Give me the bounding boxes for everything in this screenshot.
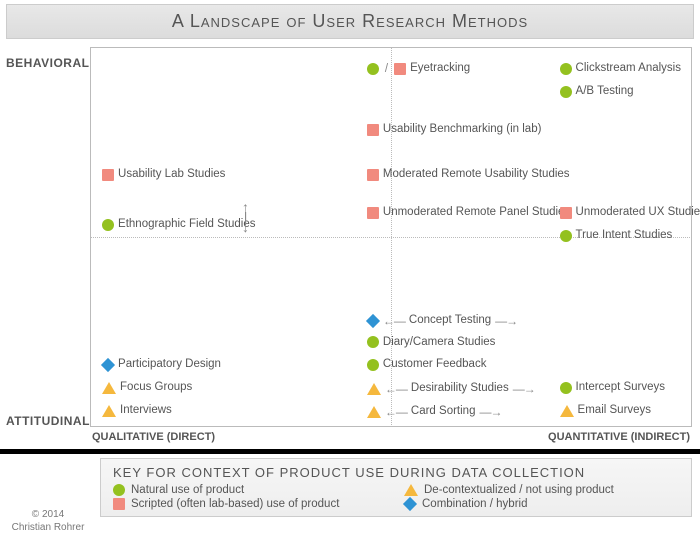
method-label: Customer Feedback [383, 359, 487, 371]
method-point: ←— Card Sorting—→ [367, 405, 502, 419]
legend-grid: Natural use of product De-contextualized … [113, 484, 679, 510]
circle-icon [560, 382, 572, 394]
triangle-icon [404, 484, 418, 496]
method-label: Usability Benchmarking (in lab) [383, 124, 542, 136]
method-point: Ethnographic Field Studies [102, 219, 255, 231]
arrow-left-icon: ←— [383, 314, 405, 328]
triangle-icon [367, 406, 381, 418]
method-point: Customer Feedback [367, 359, 487, 371]
method-point: Unmoderated UX Studies [560, 207, 700, 219]
x-axis-labels: QUALITATIVE (DIRECT) QUANTITATIVE (INDIR… [90, 427, 692, 445]
method-label: Diary/Camera Studies [383, 337, 495, 349]
method-label: Eyetracking [410, 63, 470, 75]
legend-item-label: Combination / hybrid [422, 498, 527, 510]
arrow-right-icon: —→ [479, 405, 501, 419]
method-point: Diary/Camera Studies [367, 336, 495, 348]
method-label: Concept Testing [409, 315, 491, 327]
method-point: Moderated Remote Usability Studies [367, 169, 570, 181]
legend-item: Combination / hybrid [404, 498, 679, 510]
method-label: Participatory Design [118, 359, 221, 371]
square-icon [560, 207, 572, 219]
arrow-left-icon: ←— [385, 405, 407, 419]
method-label: Clickstream Analysis [576, 63, 681, 75]
x-axis-left-label: QUALITATIVE (DIRECT) [92, 431, 215, 443]
divider-rule [0, 449, 700, 454]
legend-item-label: Scripted (often lab-based) use of produc… [131, 498, 339, 510]
diamond-icon [403, 497, 417, 511]
arrow-right-icon: —→ [513, 382, 535, 396]
copyright-year: © 2014 [32, 509, 64, 520]
method-label: A/B Testing [576, 86, 634, 98]
square-icon [102, 169, 114, 181]
legend-item: Natural use of product [113, 484, 388, 496]
circle-icon [560, 63, 572, 75]
method-label: True Intent Studies [576, 230, 673, 242]
legend-item: Scripted (often lab-based) use of produc… [113, 498, 388, 510]
diamond-icon [366, 314, 380, 328]
method-point: / Eyetracking [367, 63, 470, 75]
legend-item-label: Natural use of product [131, 484, 244, 496]
method-point: True Intent Studies [560, 230, 673, 242]
method-point: Usability Lab Studies [102, 169, 225, 181]
arrow-left-icon: ←— [385, 382, 407, 396]
y-axis-bottom-label: ATTITUDINAL [6, 414, 90, 428]
method-label: Card Sorting [411, 406, 476, 418]
copyright: © 2014 Christian Rohrer [6, 508, 90, 534]
circle-icon [367, 336, 379, 348]
method-label: Intercept Surveys [576, 382, 665, 394]
method-point: Interviews [102, 405, 172, 417]
legend-item-label: De-contextualized / not using product [424, 484, 614, 496]
method-point: Unmoderated Remote Panel Studies [367, 207, 570, 219]
square-icon [394, 63, 406, 75]
method-label: Focus Groups [120, 382, 192, 394]
method-point: Participatory Design [102, 359, 221, 371]
method-label: Unmoderated Remote Panel Studies [383, 207, 570, 219]
arrow-updown-icon: ↑|↓ [242, 202, 249, 232]
y-axis-top-label: BEHAVIORAL [6, 56, 89, 70]
square-icon [367, 169, 379, 181]
legend-title: KEY FOR CONTEXT OF PRODUCT USE DURING DA… [113, 465, 679, 480]
legend-box: KEY FOR CONTEXT OF PRODUCT USE DURING DA… [100, 458, 692, 517]
circle-icon [367, 63, 379, 75]
method-label: Email Surveys [578, 405, 652, 417]
method-point: Clickstream Analysis [560, 63, 681, 75]
method-point: Usability Benchmarking (in lab) [367, 124, 542, 136]
method-label: Interviews [120, 405, 172, 417]
triangle-icon [367, 383, 381, 395]
method-label: Usability Lab Studies [118, 169, 225, 181]
method-point: ←— Desirability Studies —→ [367, 382, 535, 396]
method-label: Unmoderated UX Studies [576, 207, 700, 219]
square-icon [367, 207, 379, 219]
arrow-right-icon: —→ [495, 314, 517, 328]
circle-icon [113, 484, 125, 496]
method-label: Moderated Remote Usability Studies [383, 169, 570, 181]
plot-frame: / Eyetracking Clickstream Analysis A/B Test… [90, 47, 692, 427]
triangle-icon [102, 382, 116, 394]
square-icon [113, 498, 125, 510]
diamond-icon [101, 358, 115, 372]
copyright-author: Christian Rohrer [12, 522, 85, 533]
method-point: Focus Groups [102, 382, 192, 394]
method-point: ←— Concept Testing —→ [367, 314, 517, 328]
method-label: Ethnographic Field Studies [118, 219, 255, 231]
method-point: Intercept Surveys [560, 382, 665, 394]
circle-icon [367, 359, 379, 371]
x-axis-right-label: QUANTITATIVE (INDIRECT) [548, 431, 690, 443]
triangle-icon [102, 405, 116, 417]
chart-title: A Landscape of User Research Methods [6, 4, 694, 39]
circle-icon [560, 86, 572, 98]
method-point: A/B Testing [560, 86, 634, 98]
slash-separator: / [385, 63, 388, 75]
circle-icon [102, 219, 114, 231]
method-point: Email Surveys [560, 405, 652, 417]
circle-icon [560, 230, 572, 242]
triangle-icon [560, 405, 574, 417]
square-icon [367, 124, 379, 136]
method-label: Desirability Studies [411, 383, 509, 395]
legend-item: De-contextualized / not using product [404, 484, 679, 496]
